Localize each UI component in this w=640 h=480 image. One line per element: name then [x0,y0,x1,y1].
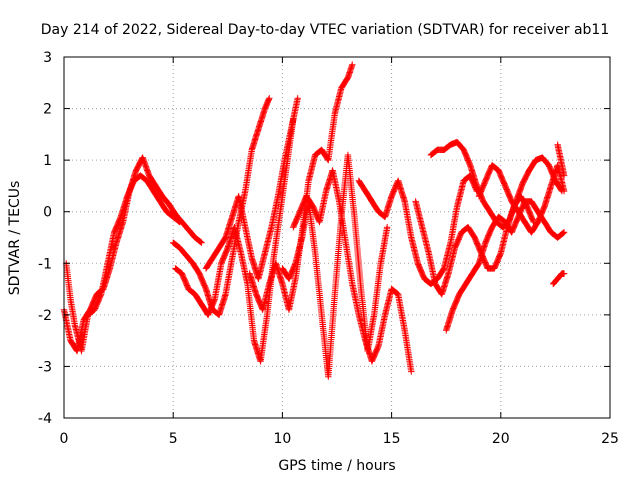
x-tick-label: 10 [273,431,291,447]
data-point [197,238,205,246]
y-tick-label: -1 [38,256,52,272]
x-tick-label: 25 [601,431,619,447]
series-sat-h [290,167,415,375]
x-tick-label: 20 [492,431,510,447]
data-point [560,229,568,236]
data-point [559,230,566,237]
data-point [384,224,391,231]
series-sat-l [443,198,568,334]
y-axis-ticks: -4 -3 -2 -1 0 1 2 3 [38,50,610,427]
y-tick-label: 1 [43,153,52,169]
data-point [196,238,204,245]
series-sat-o [554,141,568,179]
x-tick-label: 0 [60,431,69,447]
data-point [560,229,567,237]
data-point [560,187,568,195]
x-axis-ticks: 0 5 10 15 20 25 [60,57,619,447]
x-axis-label: GPS time / hours [278,458,395,474]
data-point [266,95,273,102]
series-sat-b [63,172,183,355]
plot-frame [63,56,611,419]
series-sat-i [355,172,480,288]
series-sat-e [202,95,301,282]
data-points [60,61,568,380]
x-tick-label: 5 [169,431,178,447]
series-sat-n [550,270,568,288]
data-point [198,239,205,246]
series-sat-m [475,162,568,236]
y-tick-label: -2 [38,308,52,324]
y-tick-label: -4 [38,411,52,427]
y-axis-label: SDTVAR / TECUs [7,181,23,296]
chart-title: Day 214 of 2022, Sidereal Day-to-day VTE… [41,22,610,38]
data-point [294,95,301,102]
data-point [349,61,356,68]
x-tick-label: 15 [383,431,401,447]
series-sat-j [412,193,537,298]
y-tick-label: -3 [38,359,52,375]
data-point [176,218,183,226]
y-tick-label: 2 [43,102,52,118]
y-tick-label: 3 [43,50,52,66]
data-point [560,270,568,277]
series-sat-g [279,151,391,380]
y-tick-label: 0 [43,205,52,221]
data-point [408,368,415,375]
data-point [175,217,182,225]
series-sat-k [427,138,566,231]
data-point [560,172,568,179]
